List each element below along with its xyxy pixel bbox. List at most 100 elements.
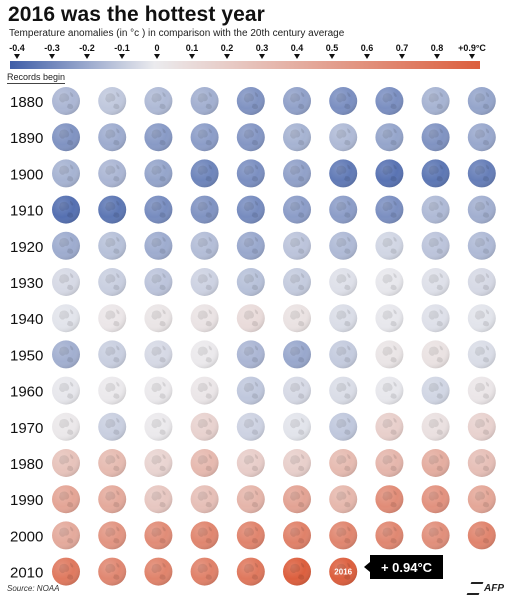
globe-shading [98, 195, 127, 224]
chart-subtitle: Temperature anomalies (in °c ) in compar… [9, 28, 345, 39]
globe-shading [283, 412, 311, 441]
scale-tick-marker [434, 54, 440, 59]
globe-shading [98, 159, 127, 188]
globe-shading [329, 231, 358, 260]
decade-label: 1900 [10, 166, 43, 183]
globe-shading [375, 231, 404, 260]
scale-tick-marker [14, 54, 20, 59]
globe-shading [144, 87, 173, 115]
globe-shading [52, 231, 80, 260]
scale-tick-marker [294, 54, 300, 59]
globe-shading [375, 304, 404, 333]
globe-shading [329, 268, 358, 296]
globe-shading [144, 340, 173, 369]
globe-shading [467, 268, 496, 296]
globe-shading [283, 268, 311, 296]
scale-tick-label: -0.2 [79, 43, 95, 53]
scale-tick-label: -0.4 [9, 43, 25, 53]
globe-shading [144, 557, 173, 586]
globe-shading [52, 87, 80, 115]
globe-shading [236, 304, 265, 333]
color-scale: -0.4 -0.3 -0.2 -0.1 0 0.1 0.2 0.3 0.4 0.5 0.6 0.7 0.… [9, 43, 486, 69]
globe-shading [98, 412, 127, 441]
globe-shading [98, 87, 127, 115]
globe-shading [283, 231, 311, 260]
globe-shading [329, 485, 358, 514]
scale-tick-marker [84, 54, 90, 59]
globe-shading [190, 87, 219, 115]
globe-shading [144, 485, 173, 514]
globe-shading [375, 268, 404, 296]
decade-label: 1940 [10, 311, 43, 328]
decade-label: 1920 [10, 239, 43, 256]
globe-shading [421, 159, 450, 188]
globe-shading [52, 412, 80, 441]
globe-shading [236, 87, 265, 115]
globe-shading [375, 123, 404, 152]
globe-shading [144, 268, 173, 296]
globe-shading [190, 521, 219, 550]
globe-shading [236, 485, 265, 514]
globe-shading [329, 304, 358, 333]
globe-shading [190, 340, 219, 369]
globe-shading [144, 123, 173, 152]
globe-shading [236, 521, 265, 550]
globe-shading [467, 485, 496, 514]
globe-shading [144, 159, 173, 188]
globe-shading [98, 557, 127, 586]
globe-shading [98, 231, 127, 260]
globe-shading [375, 340, 404, 369]
scale-tick-marker [259, 54, 265, 59]
globe-shading [52, 159, 80, 188]
globe-shading [98, 485, 127, 514]
globe-shading [421, 340, 450, 369]
globe-shading [467, 304, 496, 333]
globe-shading [329, 123, 358, 152]
globe-shading [190, 449, 219, 477]
globe-shading [144, 231, 173, 260]
globe-shading [52, 485, 80, 514]
decade-label: 1980 [10, 456, 43, 473]
scale-tick-marker [469, 54, 475, 59]
globe-shading [144, 412, 173, 441]
globe-shading [375, 376, 404, 405]
globe-shading [236, 557, 265, 586]
scale-tick-label: 0.1 [186, 43, 199, 53]
afp-logo: AFP [466, 582, 504, 595]
decade-label: 1910 [10, 203, 43, 220]
globe-shading [467, 123, 496, 152]
decade-label: 1930 [10, 275, 43, 292]
globe-shading [467, 340, 496, 369]
scale-tick-label: 0.6 [361, 43, 374, 53]
scale-tick-marker [49, 54, 55, 59]
globe-shading [144, 376, 173, 405]
globe-shading [190, 557, 219, 586]
globe-shading [283, 449, 311, 477]
globe-shading [421, 304, 450, 333]
globe-shading [467, 231, 496, 260]
globe-shading [375, 412, 404, 441]
decade-label: 1970 [10, 420, 43, 437]
decade-label: 1960 [10, 384, 43, 401]
globe-shading [98, 376, 127, 405]
globe-shading [283, 340, 311, 369]
globe-shading [421, 268, 450, 296]
globe-shading [329, 521, 358, 550]
globe-shading [236, 195, 265, 224]
globe-shading [190, 123, 219, 152]
globe-shading [52, 449, 80, 477]
scale-tick-label: 0.2 [221, 43, 234, 53]
globe-shading [98, 304, 127, 333]
globe-shading [467, 449, 496, 477]
color-scale-bar [10, 61, 480, 69]
globe-shading [236, 123, 265, 152]
globe-shading [98, 268, 127, 296]
globe-shading [329, 557, 358, 586]
source-note: Source: NOAA [7, 584, 60, 593]
globe-shading [190, 376, 219, 405]
globe-shading [52, 340, 80, 369]
globe-shading [421, 231, 450, 260]
scale-tick-label: 0.4 [291, 43, 304, 53]
globe-shading [421, 449, 450, 477]
